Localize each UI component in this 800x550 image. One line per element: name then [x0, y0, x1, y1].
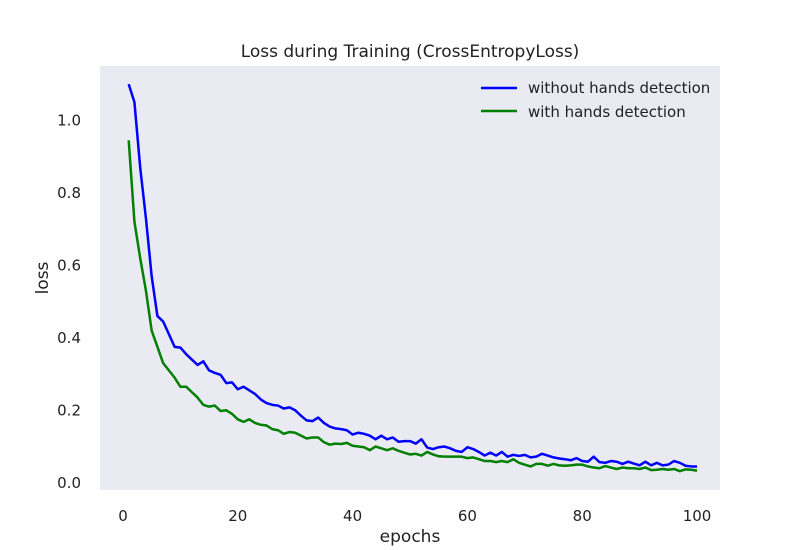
y-axis-ticks: 0.0 0.2 0.4 0.6 0.8 1.0: [57, 111, 81, 491]
y-tick-label: 0.4: [57, 329, 81, 347]
y-tick-label: 0.2: [57, 401, 81, 419]
x-tick-label: 60: [458, 507, 477, 525]
series-line-with-hands-detection: [127, 140, 698, 473]
y-axis-label: loss: [33, 261, 53, 294]
plot-area: [100, 66, 720, 490]
series-layer: [127, 83, 698, 473]
y-tick-label: 1.0: [57, 111, 81, 129]
y-tick-label: 0.8: [57, 184, 81, 202]
series-line-without-hands-detection: [127, 83, 698, 468]
legend-label-without-hands: without hands detection: [528, 79, 710, 97]
legend: without hands detection with hands detec…: [481, 79, 710, 121]
x-tick-label: 0: [118, 507, 128, 525]
legend-label-with-hands: with hands detection: [528, 103, 686, 121]
chart-title: Loss during Training (CrossEntropyLoss): [241, 42, 580, 62]
y-tick-label: 0.6: [57, 256, 81, 274]
y-tick-label: 0.0: [57, 474, 81, 492]
x-tick-label: 40: [343, 507, 362, 525]
x-axis-label: epochs: [380, 527, 441, 547]
x-axis-ticks: 0 20 40 60 80 100: [118, 507, 711, 525]
x-tick-label: 20: [228, 507, 247, 525]
x-tick-label: 100: [683, 507, 712, 525]
x-tick-label: 80: [573, 507, 592, 525]
